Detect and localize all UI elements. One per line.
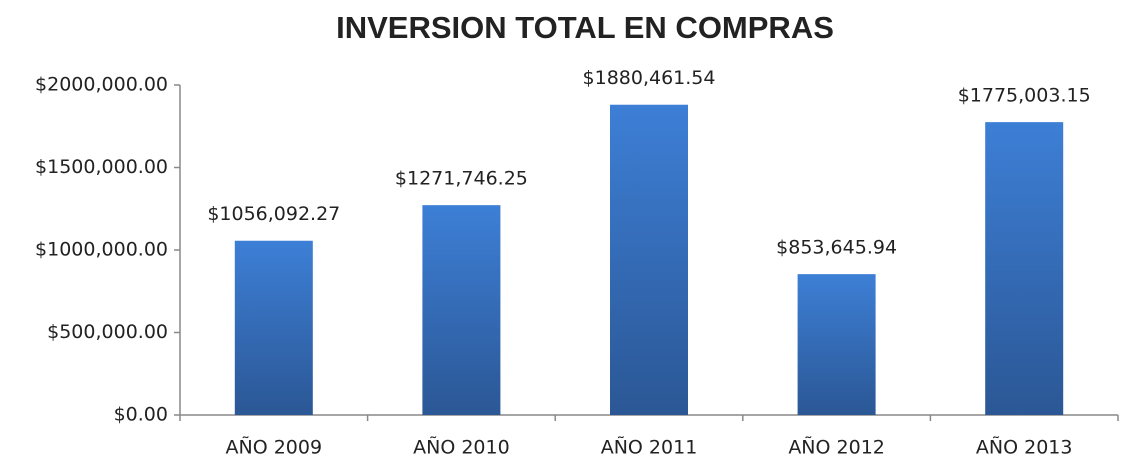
- bar: [234, 240, 313, 415]
- y-tick-label: $1500,000.00: [35, 156, 168, 178]
- y-tick-label: $500,000.00: [47, 321, 168, 343]
- bar: [985, 122, 1064, 415]
- chart-title: INVERSION TOTAL EN COMPRAS: [336, 10, 834, 45]
- x-tick-label: AÑO 2013: [976, 436, 1073, 459]
- bar: [422, 205, 501, 415]
- value-label: $1880,461.54: [583, 67, 716, 89]
- x-tick-label: AÑO 2009: [226, 436, 323, 459]
- value-label: $853,645.94: [776, 237, 897, 259]
- y-tick-label: $2000,000.00: [35, 74, 168, 96]
- y-tick-label: $0.00: [114, 404, 168, 426]
- y-tick-label: $1000,000.00: [35, 239, 168, 261]
- x-tick-label: AÑO 2010: [413, 436, 510, 459]
- value-label: $1271,746.25: [395, 168, 528, 190]
- value-label: $1056,092.27: [207, 203, 340, 225]
- bar: [797, 274, 876, 415]
- x-tick-label: AÑO 2012: [788, 436, 885, 459]
- value-label: $1775,003.15: [958, 85, 1091, 107]
- bar: [610, 104, 688, 415]
- x-tick-label: AÑO 2011: [601, 436, 698, 459]
